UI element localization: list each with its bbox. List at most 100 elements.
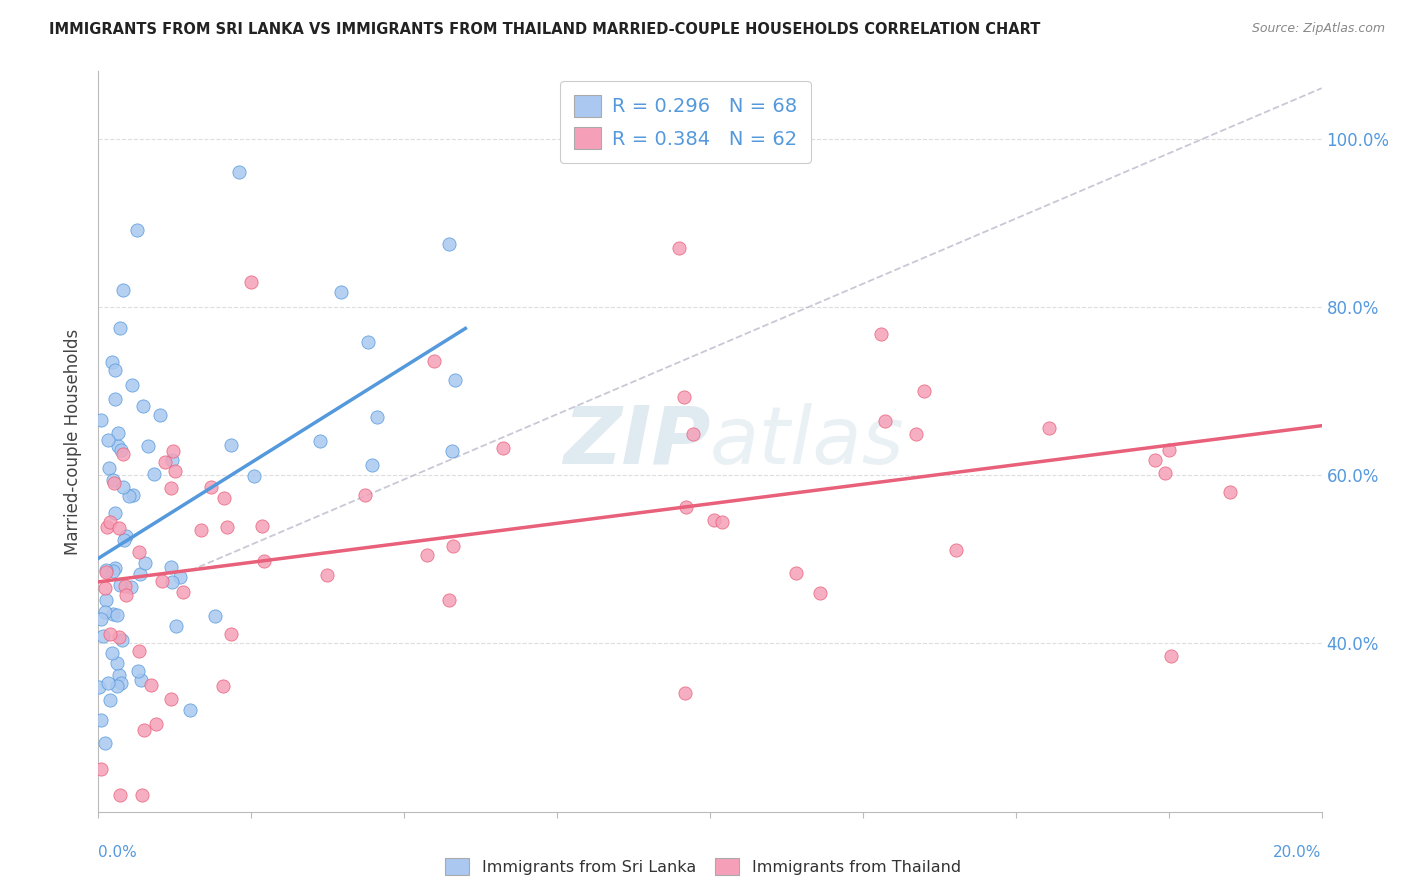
Point xyxy=(128,644,150,658)
Text: IMMIGRANTS FROM SRI LANKA VS IMMIGRANTS FROM THAILAND MARRIED-COUPLE HOUSEHOLDS : IMMIGRANTS FROM SRI LANKA VS IMMIGRANTS … xyxy=(49,22,1040,37)
Point xyxy=(136,439,159,453)
Point xyxy=(145,717,167,731)
Point xyxy=(945,542,967,557)
Point xyxy=(361,458,384,473)
Point xyxy=(112,447,135,461)
Point xyxy=(104,363,127,377)
Point xyxy=(315,567,337,582)
Point xyxy=(128,566,150,581)
Point xyxy=(703,514,725,528)
Text: ZIP: ZIP xyxy=(562,402,710,481)
Point xyxy=(89,680,111,694)
Point xyxy=(127,664,149,678)
Point xyxy=(673,390,696,404)
Point xyxy=(118,489,141,503)
Point xyxy=(96,563,118,577)
Point xyxy=(710,516,733,530)
Point xyxy=(357,335,380,350)
Point xyxy=(668,241,690,255)
Point xyxy=(492,441,515,455)
Point xyxy=(912,384,935,398)
Point xyxy=(110,442,132,457)
Point xyxy=(253,554,276,568)
Point xyxy=(93,736,115,750)
Text: 0.0%: 0.0% xyxy=(98,845,138,860)
Point xyxy=(114,588,136,602)
Point xyxy=(437,236,460,251)
Point xyxy=(127,223,149,237)
Point xyxy=(104,561,127,575)
Point xyxy=(132,723,155,737)
Point xyxy=(104,392,127,407)
Point xyxy=(105,607,128,622)
Point xyxy=(107,426,129,441)
Point xyxy=(94,605,117,619)
Point xyxy=(905,427,928,442)
Point xyxy=(329,285,352,299)
Legend: Immigrants from Sri Lanka, Immigrants from Thailand: Immigrants from Sri Lanka, Immigrants fr… xyxy=(440,854,966,880)
Point xyxy=(98,693,121,707)
Point xyxy=(153,455,176,469)
Point xyxy=(97,461,120,475)
Point xyxy=(94,581,117,595)
Point xyxy=(1038,421,1060,435)
Point xyxy=(169,570,191,584)
Point xyxy=(808,586,831,600)
Point xyxy=(240,275,263,289)
Point xyxy=(250,519,273,533)
Point xyxy=(120,580,142,594)
Point xyxy=(122,487,145,501)
Point xyxy=(112,533,135,548)
Point xyxy=(114,579,136,593)
Point xyxy=(105,679,128,693)
Point xyxy=(131,788,153,802)
Point xyxy=(149,408,172,422)
Point xyxy=(221,438,243,452)
Point xyxy=(172,584,194,599)
Point xyxy=(179,702,201,716)
Y-axis label: Married-couple Households: Married-couple Households xyxy=(65,328,83,555)
Point xyxy=(111,632,134,647)
Point xyxy=(1154,466,1177,480)
Point xyxy=(423,354,446,368)
Point xyxy=(212,491,235,506)
Point xyxy=(90,762,112,776)
Point xyxy=(441,539,464,553)
Point xyxy=(90,612,112,626)
Point xyxy=(439,593,461,607)
Point xyxy=(91,630,114,644)
Point xyxy=(160,560,183,574)
Point xyxy=(440,443,463,458)
Point xyxy=(108,578,131,592)
Point xyxy=(163,464,186,478)
Point xyxy=(100,355,122,369)
Point xyxy=(101,565,124,579)
Point xyxy=(416,548,439,562)
Point xyxy=(98,627,121,641)
Point xyxy=(785,566,807,581)
Point xyxy=(190,524,212,538)
Point xyxy=(875,414,897,428)
Text: 20.0%: 20.0% xyxy=(1274,845,1322,860)
Point xyxy=(309,434,332,448)
Legend: R = 0.296   N = 68, R = 0.384   N = 62: R = 0.296 N = 68, R = 0.384 N = 62 xyxy=(560,81,811,163)
Text: atlas: atlas xyxy=(710,402,905,481)
Point xyxy=(160,481,183,495)
Point xyxy=(90,713,112,727)
Point xyxy=(128,545,150,559)
Point xyxy=(111,480,134,494)
Point xyxy=(101,473,124,487)
Point xyxy=(97,676,120,690)
Point xyxy=(101,607,124,622)
Point xyxy=(1143,453,1166,467)
Point xyxy=(107,521,129,535)
Point xyxy=(103,475,125,490)
Point xyxy=(165,619,187,633)
Point xyxy=(108,320,131,334)
Point xyxy=(204,609,226,624)
Point xyxy=(121,378,143,392)
Point xyxy=(682,426,704,441)
Point xyxy=(105,656,128,670)
Point xyxy=(1157,442,1180,457)
Point xyxy=(366,409,388,424)
